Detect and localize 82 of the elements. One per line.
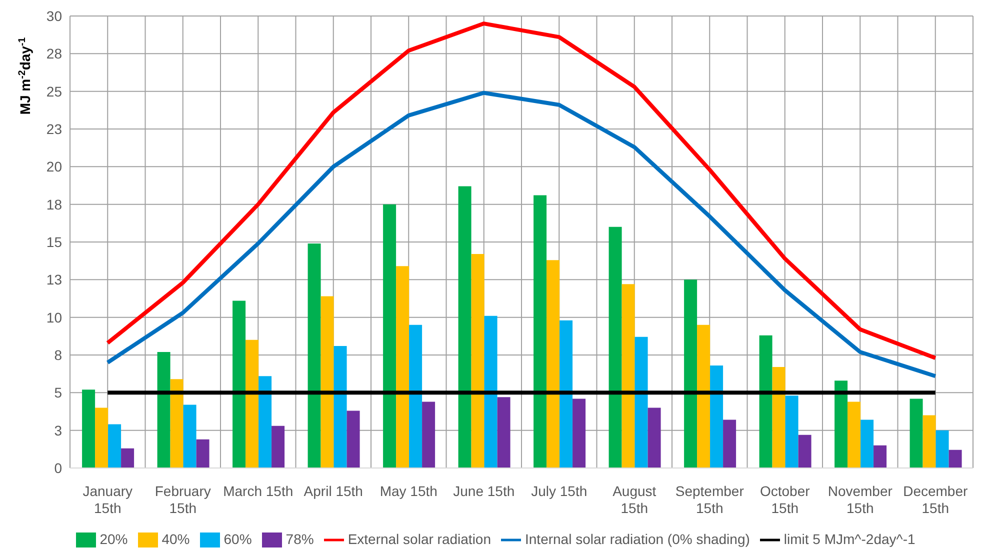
bar	[82, 390, 96, 468]
bar	[170, 379, 184, 468]
y-tick-label: 20	[46, 158, 62, 175]
bar	[546, 260, 560, 468]
bar	[874, 445, 887, 468]
bar	[648, 408, 661, 468]
legend-label: External solar radiation	[348, 531, 491, 548]
x-tick-label: December 15th	[903, 483, 968, 516]
bar	[860, 420, 874, 468]
y-tick-label: 28	[46, 46, 62, 62]
bar	[534, 195, 547, 468]
bar	[232, 300, 246, 468]
legend-label: 78%	[286, 531, 314, 548]
x-tick-label: September 15th	[675, 483, 744, 516]
bar	[320, 296, 334, 468]
legend-label: 40%	[162, 531, 190, 548]
y-tick-label: 23	[46, 120, 62, 137]
bar	[608, 226, 622, 468]
line-series	[106, 22, 938, 360]
bar	[948, 450, 962, 468]
bar	[396, 266, 410, 468]
bar	[572, 398, 586, 468]
bar	[334, 346, 347, 468]
bar	[772, 367, 786, 468]
x-tick-label: March 15th	[223, 483, 294, 499]
bar	[634, 336, 648, 468]
y-tick-label: 8	[54, 346, 62, 363]
bar	[936, 430, 949, 468]
bar	[910, 398, 923, 468]
y-tick-label: 13	[46, 272, 62, 288]
bar	[95, 408, 108, 468]
bar	[497, 397, 510, 468]
x-tick-label: June 15th	[453, 483, 515, 499]
y-tick-label: 0	[54, 460, 62, 476]
x-tick-label: October 15th	[760, 483, 810, 516]
bar	[684, 280, 698, 468]
y-tick-label: 10	[46, 309, 62, 326]
bar	[108, 424, 122, 468]
x-tick-label: November 15th	[828, 483, 893, 516]
bar	[183, 404, 196, 468]
bar	[723, 420, 736, 468]
line-series	[106, 90, 938, 378]
bar	[560, 320, 573, 468]
x-tick-label: July 15th	[531, 483, 588, 499]
bar	[157, 352, 170, 468]
bar	[471, 254, 484, 468]
y-tick-label: 3	[54, 422, 62, 438]
bar	[308, 244, 321, 468]
bar	[409, 324, 422, 468]
x-tick-label: January 15th	[82, 483, 133, 516]
bar	[622, 284, 635, 468]
bar	[346, 410, 360, 468]
bar	[834, 380, 848, 468]
bar	[798, 434, 812, 468]
x-tick-label: May 15th	[380, 483, 438, 499]
bar	[697, 324, 710, 468]
bar	[272, 426, 285, 468]
y-tick-label: 25	[46, 83, 62, 100]
bar	[922, 415, 936, 468]
bar	[383, 204, 396, 468]
bar	[710, 366, 724, 468]
bar	[246, 340, 259, 468]
y-tick-label: 30	[46, 8, 62, 24]
y-tick-label: 18	[46, 196, 62, 212]
legend-label: 60%	[224, 531, 252, 548]
legend-label: Internal solar radiation (0% shading)	[525, 531, 750, 548]
x-tick-label: April 15th	[304, 483, 363, 499]
y-tick-label: 5	[54, 384, 62, 401]
bar	[121, 448, 134, 468]
legend-label: limit 5 MJm^-2day^-1	[784, 531, 916, 548]
bar	[258, 376, 272, 468]
legend-label: 20%	[100, 531, 128, 548]
bar	[196, 439, 210, 468]
bar	[484, 316, 498, 468]
y-tick-label: 15	[46, 234, 62, 250]
bar	[422, 402, 436, 468]
bar	[848, 402, 861, 468]
x-tick-label: August 15th	[612, 483, 656, 516]
bar	[759, 335, 772, 468]
x-tick-label: February 15th	[154, 483, 211, 516]
bar	[785, 396, 798, 468]
bar	[458, 186, 472, 468]
